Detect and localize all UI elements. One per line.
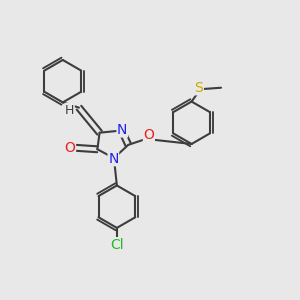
Text: O: O bbox=[64, 141, 75, 155]
Text: S: S bbox=[195, 81, 203, 95]
Text: O: O bbox=[143, 128, 154, 142]
Text: H: H bbox=[65, 103, 74, 116]
Text: Cl: Cl bbox=[110, 238, 124, 252]
Text: N: N bbox=[117, 123, 128, 137]
Text: N: N bbox=[108, 152, 118, 166]
